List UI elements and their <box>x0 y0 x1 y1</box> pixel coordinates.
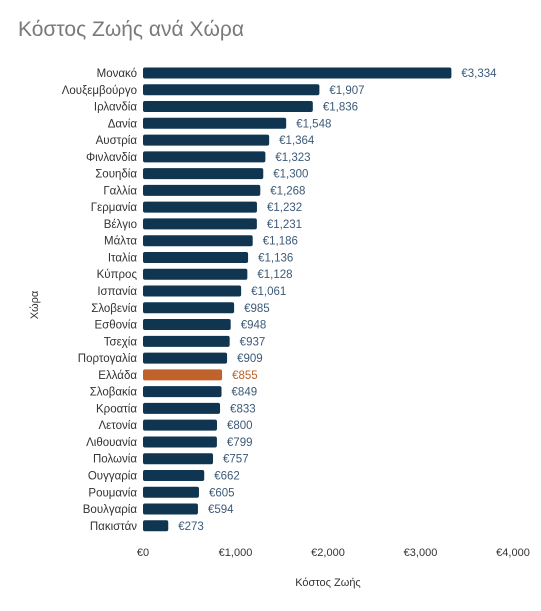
data-label: €985 <box>244 303 270 315</box>
bar <box>143 235 253 247</box>
bar <box>143 302 235 314</box>
category-label: Μονακό <box>97 68 137 80</box>
category-label: Βουλγαρία <box>83 504 138 516</box>
bar <box>143 184 261 196</box>
data-label: €909 <box>237 353 263 365</box>
x-tick-label: €1,000 <box>219 547 253 559</box>
bar <box>143 84 320 96</box>
category-label: Σλοβακία <box>90 387 138 399</box>
x-tick-label: €4,000 <box>496 547 530 559</box>
bar <box>143 335 230 347</box>
bar <box>143 386 222 398</box>
data-label: €1,323 <box>275 152 310 164</box>
bar <box>143 251 249 263</box>
data-label: €594 <box>208 504 234 516</box>
category-label: Ουγγαρία <box>88 470 137 482</box>
x-axis-title: Κόστος Ζωής <box>295 577 361 589</box>
category-label: Σλοβενία <box>91 303 137 315</box>
bar <box>143 486 199 498</box>
category-label: Λουξεμβούργο <box>62 85 137 97</box>
category-label: Μάλτα <box>104 236 137 248</box>
bar <box>143 503 198 515</box>
bar <box>143 369 223 381</box>
data-label: €799 <box>227 437 253 449</box>
category-label: Τσεχία <box>104 336 138 348</box>
category-label: Κροατία <box>96 403 137 415</box>
data-label: €1,232 <box>267 202 302 214</box>
category-label: Εσθονία <box>94 320 137 332</box>
bar <box>143 168 264 180</box>
category-label: Ελλάδα <box>98 370 137 382</box>
bar <box>143 402 221 414</box>
data-label: €800 <box>227 420 253 432</box>
bar <box>143 436 217 448</box>
data-label: €1,300 <box>273 169 308 181</box>
data-label: €3,334 <box>461 68 497 80</box>
data-label: €1,231 <box>267 219 302 231</box>
category-label: Ισπανία <box>97 286 137 298</box>
data-label: €1,186 <box>263 236 298 248</box>
data-label: €1,061 <box>251 286 286 298</box>
data-label: €1,268 <box>270 185 305 197</box>
data-label: €849 <box>232 387 258 399</box>
category-label: Λιθουανία <box>86 437 137 449</box>
category-label: Σουηδία <box>95 169 137 181</box>
bar <box>143 352 228 364</box>
bar <box>143 520 169 532</box>
data-label: €1,364 <box>279 135 315 147</box>
category-label: Πακιστάν <box>90 521 137 533</box>
category-label: Αυστρία <box>96 135 138 147</box>
x-tick-label: €2,000 <box>311 547 345 559</box>
data-label: €273 <box>178 521 204 533</box>
data-label: €948 <box>241 320 267 332</box>
chart-title: Κόστος Ζωής ανά Χώρα <box>18 18 244 41</box>
bar <box>143 419 217 431</box>
bar <box>143 218 257 230</box>
category-label: Ιταλία <box>108 252 138 264</box>
x-tick-label: €3,000 <box>404 547 438 559</box>
bar <box>143 101 313 113</box>
bar <box>143 453 214 465</box>
category-label: Βέλγιο <box>104 219 137 231</box>
category-label: Γαλλία <box>103 185 137 197</box>
bar <box>143 134 270 146</box>
data-label: €662 <box>214 470 240 482</box>
data-label: €833 <box>230 403 256 415</box>
y-axis-title: Χώρα <box>29 290 41 319</box>
data-label: €757 <box>223 454 249 466</box>
data-label: €855 <box>232 370 258 382</box>
data-label: €605 <box>209 487 235 499</box>
data-label: €1,128 <box>257 269 292 281</box>
data-label: €937 <box>240 336 266 348</box>
data-label: €1,907 <box>329 85 364 97</box>
category-label: Φινλανδία <box>86 152 137 164</box>
category-label: Πορτογαλία <box>78 353 138 365</box>
bar <box>143 151 266 163</box>
category-label: Ρουμανία <box>88 487 137 499</box>
category-label: Δανία <box>108 118 138 130</box>
category-label: Ιρλανδία <box>94 102 137 114</box>
bar <box>143 67 452 79</box>
bar <box>143 201 257 213</box>
category-label: Κύπρος <box>97 269 138 281</box>
category-label: Λετονία <box>98 420 137 432</box>
category-label: Γερμανία <box>91 202 138 214</box>
x-tick-label: €0 <box>137 547 149 559</box>
bar <box>143 469 205 481</box>
data-label: €1,136 <box>258 252 293 264</box>
bar <box>143 268 248 280</box>
bar <box>143 117 287 129</box>
bar <box>143 319 231 331</box>
data-label: €1,836 <box>323 102 358 114</box>
category-label: Πολωνία <box>93 454 137 466</box>
data-label: €1,548 <box>296 118 331 130</box>
bar <box>143 285 242 297</box>
